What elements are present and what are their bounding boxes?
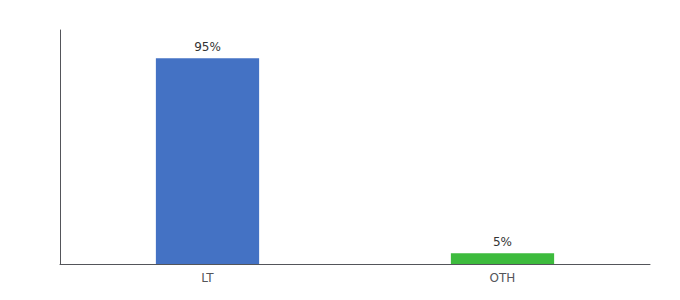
svg-text:LT: LT (201, 271, 214, 285)
svg-text:95%: 95% (194, 40, 221, 54)
svg-text:5%: 5% (493, 235, 512, 249)
svg-text:OTH: OTH (490, 271, 516, 285)
